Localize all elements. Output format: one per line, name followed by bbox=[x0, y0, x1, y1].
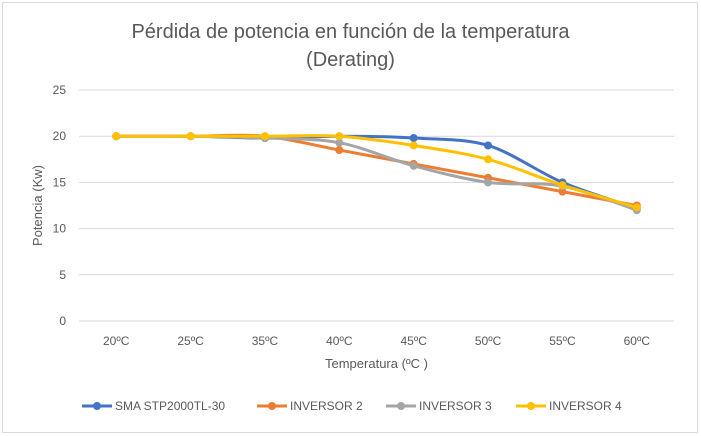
data-point bbox=[484, 141, 493, 150]
data-point bbox=[558, 187, 567, 196]
data-point bbox=[409, 161, 418, 170]
x-tick-label: 35ºC bbox=[252, 334, 279, 348]
legend-marker-3 bbox=[397, 402, 405, 410]
data-point bbox=[186, 132, 195, 141]
x-axis-label: Temperatura (ºC ) bbox=[325, 356, 428, 371]
legend-marker-2 bbox=[268, 402, 276, 410]
legend-label-4: INVERSOR 4 bbox=[549, 399, 622, 413]
data-point bbox=[558, 181, 567, 190]
x-tick-label: 45ºC bbox=[400, 334, 427, 348]
data-point bbox=[260, 132, 269, 141]
legend-label-2: INVERSOR 2 bbox=[290, 399, 363, 413]
series-line-3 bbox=[114, 134, 639, 212]
x-tick-label: 20ºC bbox=[103, 334, 130, 348]
y-tick-label: 25 bbox=[53, 83, 67, 97]
data-point bbox=[335, 146, 344, 155]
chart-title-line2: (Derating) bbox=[306, 49, 395, 71]
chart-title: Pérdida de potencia en función de la tem… bbox=[0, 18, 701, 74]
series-line-4 bbox=[114, 134, 639, 209]
x-tick-label: 25ºC bbox=[177, 334, 204, 348]
series-line-1 bbox=[114, 134, 639, 210]
series-line-2 bbox=[114, 133, 639, 207]
data-point bbox=[335, 138, 344, 147]
chart-title-line1: Pérdida de potencia en función de la tem… bbox=[131, 21, 570, 43]
data-point bbox=[409, 134, 418, 143]
data-point bbox=[484, 155, 493, 164]
y-tick-label: 10 bbox=[53, 222, 67, 236]
y-tick-label: 0 bbox=[59, 314, 66, 328]
data-point bbox=[335, 132, 344, 141]
y-axis-label: Potencia (Kw) bbox=[30, 165, 45, 246]
x-tick-label: 60ºC bbox=[624, 334, 651, 348]
legend-label-1: SMA STP2000TL-30 bbox=[115, 399, 225, 413]
legend-marker-4 bbox=[527, 402, 535, 410]
data-point bbox=[632, 203, 641, 212]
data-point bbox=[112, 132, 121, 141]
data-point bbox=[484, 178, 493, 187]
y-tick-label: 20 bbox=[53, 129, 67, 143]
x-tick-label: 50ºC bbox=[475, 334, 502, 348]
y-tick-label: 15 bbox=[53, 175, 67, 189]
x-tick-label: 55ºC bbox=[549, 334, 576, 348]
legend-label-3: INVERSOR 3 bbox=[419, 399, 492, 413]
data-point bbox=[409, 141, 418, 150]
legend-marker-1 bbox=[93, 402, 101, 410]
y-tick-label: 5 bbox=[59, 268, 66, 282]
x-tick-label: 40ºC bbox=[326, 334, 353, 348]
